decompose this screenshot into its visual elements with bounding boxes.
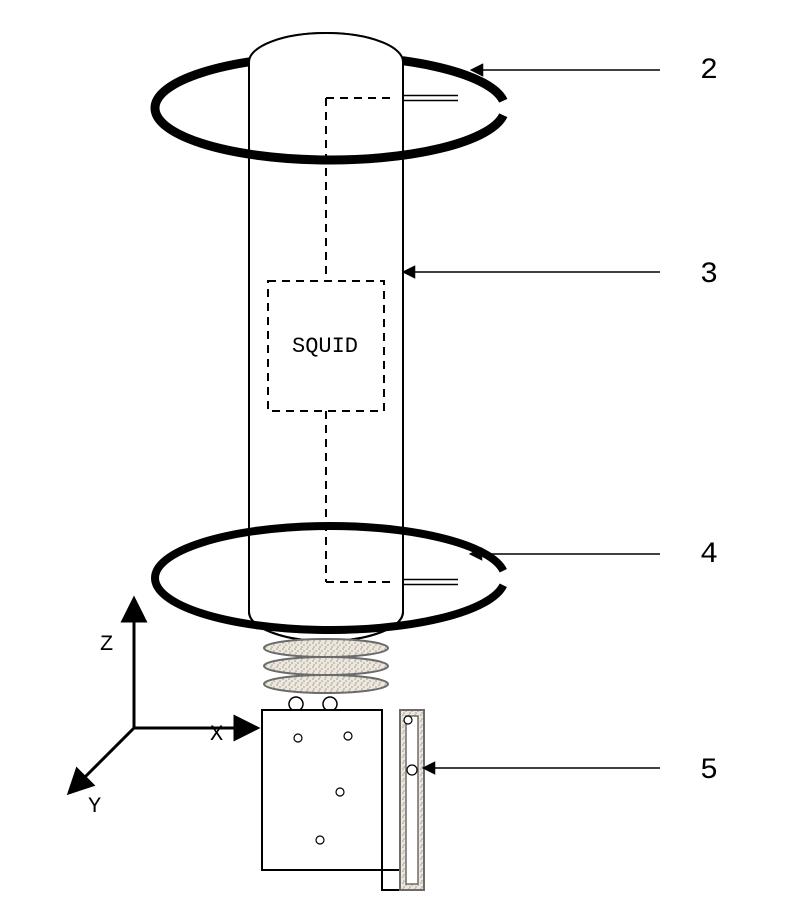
callout-arrows (404, 70, 660, 768)
squid-apparatus-diagram: SQUID 2 3 4 5 X Y Z (0, 0, 793, 906)
axis-label-y: Y (88, 794, 101, 819)
axis-label-z: Z (100, 632, 113, 657)
component-4-bottom-ring (155, 526, 503, 630)
callout-label-3: 3 (700, 258, 718, 292)
axis-label-x: X (210, 722, 223, 747)
callout-label-5: 5 (700, 754, 718, 788)
head-coil (264, 639, 388, 711)
component-5-mount (262, 710, 424, 890)
callout-label-4: 4 (700, 538, 718, 572)
squid-label: SQUID (292, 334, 358, 359)
component-2-top-ring (155, 33, 503, 160)
callout-label-2: 2 (700, 54, 718, 88)
xyz-axes (70, 600, 256, 792)
ring-lead-wires (404, 96, 458, 585)
